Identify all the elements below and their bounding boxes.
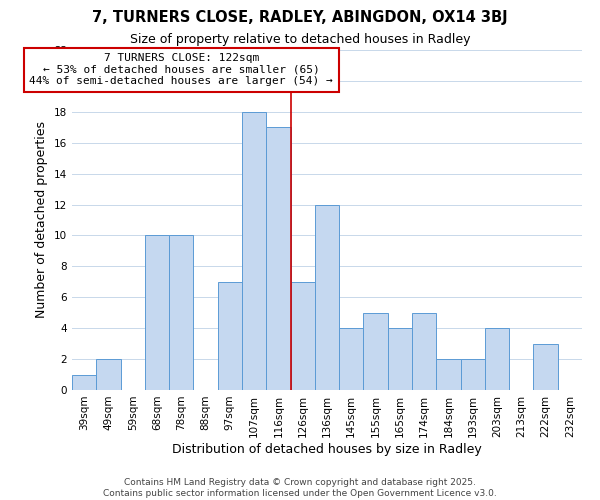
Bar	[412, 312, 436, 390]
Bar	[290, 282, 315, 390]
Text: 7 TURNERS CLOSE: 122sqm
← 53% of detached houses are smaller (65)
44% of semi-de: 7 TURNERS CLOSE: 122sqm ← 53% of detache…	[29, 53, 333, 86]
Bar	[485, 328, 509, 390]
Bar	[364, 312, 388, 390]
Bar	[96, 359, 121, 390]
Bar	[436, 359, 461, 390]
Bar	[315, 204, 339, 390]
Bar	[388, 328, 412, 390]
Text: Size of property relative to detached houses in Radley: Size of property relative to detached ho…	[130, 32, 470, 46]
X-axis label: Distribution of detached houses by size in Radley: Distribution of detached houses by size …	[172, 442, 482, 456]
Bar	[218, 282, 242, 390]
Bar	[533, 344, 558, 390]
Bar	[266, 128, 290, 390]
Bar	[145, 236, 169, 390]
Bar	[242, 112, 266, 390]
Bar	[72, 374, 96, 390]
Bar	[169, 236, 193, 390]
Text: Contains HM Land Registry data © Crown copyright and database right 2025.
Contai: Contains HM Land Registry data © Crown c…	[103, 478, 497, 498]
Bar	[339, 328, 364, 390]
Text: 7, TURNERS CLOSE, RADLEY, ABINGDON, OX14 3BJ: 7, TURNERS CLOSE, RADLEY, ABINGDON, OX14…	[92, 10, 508, 25]
Y-axis label: Number of detached properties: Number of detached properties	[35, 122, 49, 318]
Bar	[461, 359, 485, 390]
